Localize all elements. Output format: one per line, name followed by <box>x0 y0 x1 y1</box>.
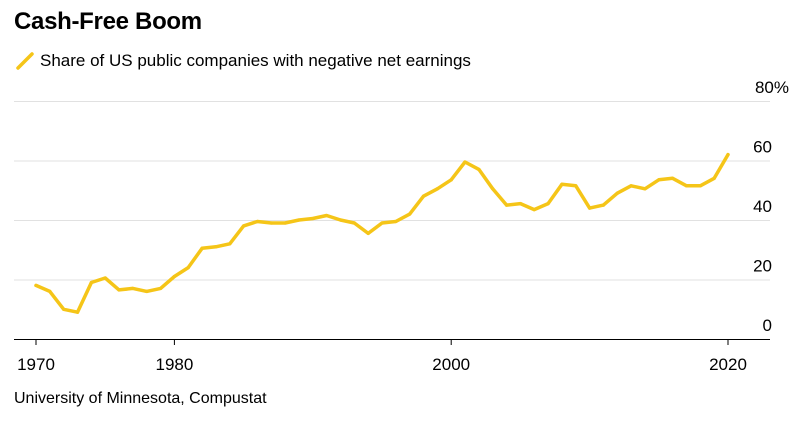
data-point <box>325 213 329 218</box>
x-tick-label: 1980 <box>155 355 193 374</box>
series-layer <box>34 152 730 314</box>
data-point <box>698 184 702 188</box>
y-axis-labels: 0 20 40 60 80% <box>753 78 789 335</box>
y-tick-label: 20 <box>753 257 772 276</box>
data-point <box>463 160 467 164</box>
data-point <box>228 242 232 246</box>
data-point <box>449 178 453 182</box>
x-tick-label: 2020 <box>709 355 747 374</box>
data-point <box>242 224 246 228</box>
data-point <box>200 246 204 250</box>
data-point <box>172 274 176 279</box>
data-point <box>588 206 592 210</box>
source-note: University of Minnesota, Compustat <box>14 390 267 407</box>
data-point <box>338 218 343 222</box>
data-point <box>629 184 633 188</box>
data-point <box>297 218 301 222</box>
gridlines <box>14 101 770 281</box>
data-point <box>477 167 481 172</box>
data-point <box>131 286 135 291</box>
data-point <box>684 184 689 188</box>
data-point <box>186 266 190 270</box>
data-point <box>34 283 38 288</box>
data-point <box>158 286 163 291</box>
y-tick-label: 60 <box>753 138 772 157</box>
y-tick-label: 80% <box>755 78 789 97</box>
data-point <box>352 221 356 225</box>
data-point <box>117 288 121 292</box>
x-axis: 1970 1980 2000 2020 <box>14 339 770 374</box>
data-point <box>574 184 578 188</box>
data-point <box>712 176 716 180</box>
legend-line-swatch <box>16 52 34 70</box>
series-line <box>34 152 730 314</box>
legend-swatch-stroke <box>16 52 34 70</box>
data-point <box>214 245 218 249</box>
data-point <box>48 289 52 293</box>
data-point <box>408 212 412 216</box>
legend: Share of US public companies with negati… <box>14 50 471 72</box>
data-point <box>546 202 550 206</box>
x-tick-label: 2000 <box>432 355 470 374</box>
data-point <box>435 187 439 191</box>
legend-label: Share of US public companies with negati… <box>40 51 471 70</box>
data-point <box>255 219 260 224</box>
data-point <box>643 187 647 191</box>
data-point <box>601 203 606 207</box>
data-point <box>75 310 80 314</box>
data-point <box>532 207 536 212</box>
data-point <box>103 276 107 280</box>
data-point <box>657 178 661 182</box>
data-point <box>269 221 273 225</box>
data-point <box>89 280 93 285</box>
data-point <box>62 307 66 311</box>
y-tick-label: 0 <box>763 316 772 335</box>
data-point <box>726 152 730 157</box>
data-point <box>491 187 495 191</box>
data-point <box>380 221 384 225</box>
x-tick-label: 1970 <box>17 355 55 374</box>
data-point <box>504 203 509 207</box>
chart-title: Cash-Free Boom <box>14 8 202 35</box>
data-point <box>518 202 523 206</box>
data-point <box>283 221 287 225</box>
data-point <box>145 289 149 293</box>
data-point <box>671 176 675 180</box>
data-point <box>394 219 398 224</box>
y-tick-label: 40 <box>753 197 772 216</box>
data-point <box>615 191 619 195</box>
data-point <box>421 194 426 198</box>
data-point <box>560 182 564 186</box>
data-point <box>311 216 315 221</box>
data-point <box>366 231 370 235</box>
